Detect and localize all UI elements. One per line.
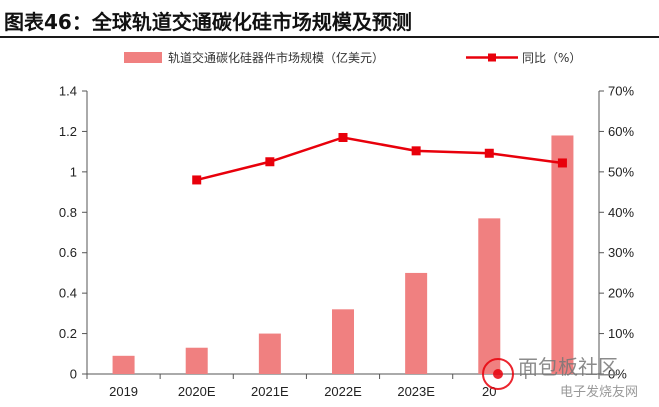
x-tick-label: 2020E — [178, 384, 216, 399]
left-tick-label: 0.6 — [59, 245, 77, 260]
figure-title: 全球轨道交通碳化硅市场规模及预测 — [91, 10, 412, 34]
line-point — [265, 157, 275, 167]
left-tick-label: 0 — [70, 367, 77, 382]
right-tick-label: 0% — [608, 367, 627, 382]
left-tick-label: 0.4 — [59, 286, 77, 301]
bar — [112, 355, 135, 374]
legend-line-marker — [488, 53, 496, 62]
title-rule — [0, 36, 659, 38]
line-point — [484, 148, 494, 158]
x-tick-label: 2021E — [251, 384, 289, 399]
watermark-title: 面包板社区 — [518, 355, 618, 379]
bar — [185, 347, 208, 374]
legend: 轨道交通碳化硅器件市场规模（亿美元） 同比（%） — [124, 50, 581, 65]
legend-bar-swatch — [124, 52, 162, 63]
right-tick-label: 10% — [608, 326, 634, 341]
legend-bar-label: 轨道交通碳化硅器件市场规模（亿美元） — [168, 50, 384, 65]
right-tick-label: 60% — [608, 124, 634, 139]
logo-icon-dot — [493, 369, 503, 379]
line-point — [338, 132, 348, 142]
right-tick-label: 30% — [608, 245, 634, 260]
x-tick-label: 2023E — [397, 384, 435, 399]
figure-number: 图表46： — [4, 10, 92, 34]
left-tick-label: 1 — [70, 164, 77, 179]
line-point — [192, 175, 202, 185]
line-point — [411, 146, 421, 156]
left-tick-label: 1.4 — [59, 84, 77, 99]
plot-area: 0 0.2 0.4 0.6 0.8 1 1.2 1.4 0% 10% 20% 30% 40% 50% 60%… — [59, 84, 635, 400]
legend-line-label: 同比（%） — [522, 51, 581, 65]
left-tick-label: 0.2 — [59, 326, 77, 341]
bar — [258, 333, 281, 374]
right-tick-label: 70% — [608, 84, 634, 99]
bar — [332, 309, 354, 374]
watermark-subtitle: 电子发烧友网 — [560, 384, 638, 400]
bar — [405, 272, 428, 374]
title-bar: 图表46：全球轨道交通碳化硅市场规模及预测 — [0, 0, 659, 38]
left-tick-label: 0.8 — [59, 205, 77, 220]
x-tick-label: 2019 — [109, 384, 138, 399]
left-tick-label: 1.2 — [59, 124, 77, 139]
right-tick-label: 20% — [608, 286, 634, 301]
x-tick-label: 2022E — [324, 384, 362, 399]
line-point — [557, 158, 567, 168]
logo-icon — [482, 358, 514, 390]
right-tick-label: 50% — [608, 164, 634, 179]
chart-title: 图表46：全球轨道交通碳化硅市场规模及预测 — [4, 6, 412, 35]
yoy-line — [196, 136, 563, 182]
right-tick-label: 40% — [608, 205, 634, 220]
watermark: 面包板社区 电子发烧友网 — [482, 355, 638, 400]
bar — [478, 218, 501, 374]
bar — [551, 135, 574, 374]
